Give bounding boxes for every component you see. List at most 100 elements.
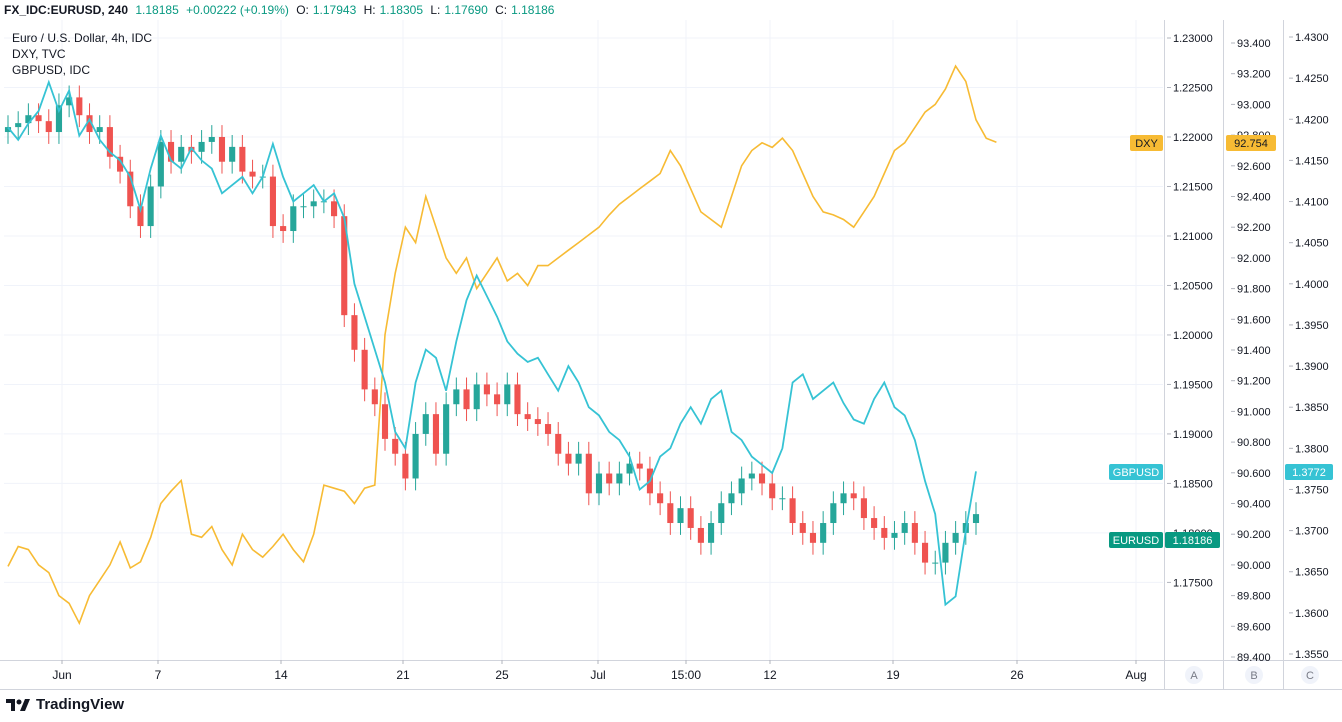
gbpusd-tick-label: 1.3550 — [1295, 649, 1329, 661]
price-chart[interactable]: 1.23000 1.22500 1.22000 1.21500 1.21000 1.205… — [0, 20, 1342, 690]
candle-body — [35, 115, 42, 122]
candle-body — [697, 527, 704, 543]
time-tick-label: 14 — [274, 668, 288, 682]
candle-body — [738, 478, 745, 494]
dxy-tag-label: DXY — [1135, 138, 1158, 150]
candle-body — [371, 389, 378, 405]
candle-body — [820, 523, 827, 543]
time-tick-label: 19 — [886, 668, 900, 682]
candle-body — [504, 384, 511, 405]
candle-body — [392, 438, 399, 454]
candle-body — [483, 384, 490, 395]
candle-body — [544, 424, 552, 434]
candle-body — [606, 473, 613, 484]
candle-body — [218, 136, 226, 162]
candle-body — [921, 542, 929, 563]
close-value: 1.18186 — [511, 3, 555, 17]
legend-eurusd[interactable]: Euro / U.S. Dollar, 4h, IDC — [12, 31, 153, 45]
candle-body — [310, 201, 317, 207]
candle-body — [871, 518, 878, 528]
tradingview-logo-icon — [6, 698, 30, 711]
candle-body — [106, 127, 113, 157]
candle-body — [789, 498, 796, 524]
gbpusd-tick-label: 1.3850 — [1295, 402, 1329, 414]
candle-body — [55, 105, 63, 133]
candle-body — [25, 115, 32, 124]
scale-button-a[interactable] — [1185, 666, 1203, 684]
gbpusd-tick-label: 1.3900 — [1295, 361, 1329, 373]
candle-body — [687, 508, 694, 528]
time-tick-label: 7 — [155, 668, 162, 682]
legend-gbpusd[interactable]: GBPUSD, IDC — [12, 63, 91, 77]
candle-body — [728, 493, 735, 504]
candle-body — [208, 136, 215, 142]
candle-body — [595, 473, 603, 494]
eurusd-tick-label: 1.19500 — [1173, 379, 1213, 391]
dxy-tick-label: 92.400 — [1237, 192, 1271, 204]
candle-body — [422, 414, 429, 434]
eurusd-tick-label: 1.23000 — [1173, 33, 1213, 45]
candle-body — [534, 419, 541, 425]
candle-body — [473, 384, 480, 410]
time-scale: Jun 7 14 21 25 Jul 15:00 12 19 26 Aug — [52, 660, 1147, 682]
close-label: C: — [495, 3, 508, 17]
gbpusd-tick-label: 1.3800 — [1295, 443, 1329, 455]
dxy-tag-label-bg — [1130, 135, 1163, 151]
dxy-tick-label: 92.200 — [1237, 222, 1271, 234]
candle-body — [361, 349, 368, 390]
time-tick-label: Jul — [590, 668, 605, 682]
candle-body — [718, 503, 725, 524]
candle-body — [575, 453, 582, 464]
gbpusd-tag-label: GBPUSD — [1113, 467, 1160, 479]
scale-button-c[interactable] — [1301, 666, 1319, 684]
dxy-tick-label: 89.400 — [1237, 652, 1271, 664]
candle-body — [4, 127, 12, 133]
candle-body — [514, 384, 521, 415]
candle-body — [66, 97, 73, 106]
candle-body — [565, 453, 572, 464]
candle-body — [45, 121, 52, 133]
candle-body — [453, 389, 460, 405]
dxy-tick-label: 93.000 — [1237, 99, 1271, 111]
scale-button-b[interactable] — [1245, 666, 1263, 684]
high-label: H: — [363, 3, 376, 17]
candle-body — [677, 508, 684, 524]
time-tick-label: 12 — [763, 668, 777, 682]
symbol-title[interactable]: FX_IDC:EURUSD, 240 — [4, 3, 129, 17]
candle-body — [585, 453, 592, 494]
legend-dxy[interactable]: DXY, TVC — [12, 47, 66, 61]
candle-body — [96, 127, 103, 133]
dxy-price-scale: 93.40093.20093.00092.80092.60092.40092.2… — [1231, 38, 1271, 664]
dxy-tick-label: 90.600 — [1237, 468, 1271, 480]
candle-body — [881, 527, 888, 538]
eurusd-tick-label: 1.20500 — [1173, 280, 1213, 292]
candle-body — [626, 463, 633, 474]
eurusd-tag-label-bg — [1109, 532, 1163, 548]
dxy-tag-value-bg — [1226, 135, 1276, 151]
candle-body — [769, 483, 776, 499]
candle-body — [86, 115, 93, 133]
dxy-series-line — [7, 64, 997, 626]
dxy-tick-label: 91.000 — [1237, 406, 1271, 418]
candle-body — [657, 493, 664, 504]
gbpusd-tick-label: 1.3950 — [1295, 320, 1329, 332]
gbpusd-tick-label: 1.4050 — [1295, 238, 1329, 250]
time-tick-label: 15:00 — [671, 668, 701, 682]
candle-body — [891, 532, 898, 538]
gbpusd-tick-label: 1.3650 — [1295, 567, 1329, 579]
candle-body — [76, 97, 83, 116]
eurusd-tag-value-bg — [1165, 532, 1220, 548]
candle-body — [809, 532, 817, 543]
candle-body — [127, 171, 134, 207]
candle-body — [779, 498, 786, 500]
candle-body — [932, 562, 939, 564]
low-label: L: — [430, 3, 441, 17]
candle-body — [524, 414, 531, 420]
tradingview-logo[interactable]: TradingView — [6, 696, 124, 713]
candle-body — [269, 176, 276, 227]
candle-body — [239, 146, 246, 172]
dxy-tick-label: 92.000 — [1237, 253, 1271, 265]
candle-body — [300, 206, 307, 208]
low-value: 1.17690 — [444, 3, 488, 17]
candle-body — [290, 206, 297, 232]
